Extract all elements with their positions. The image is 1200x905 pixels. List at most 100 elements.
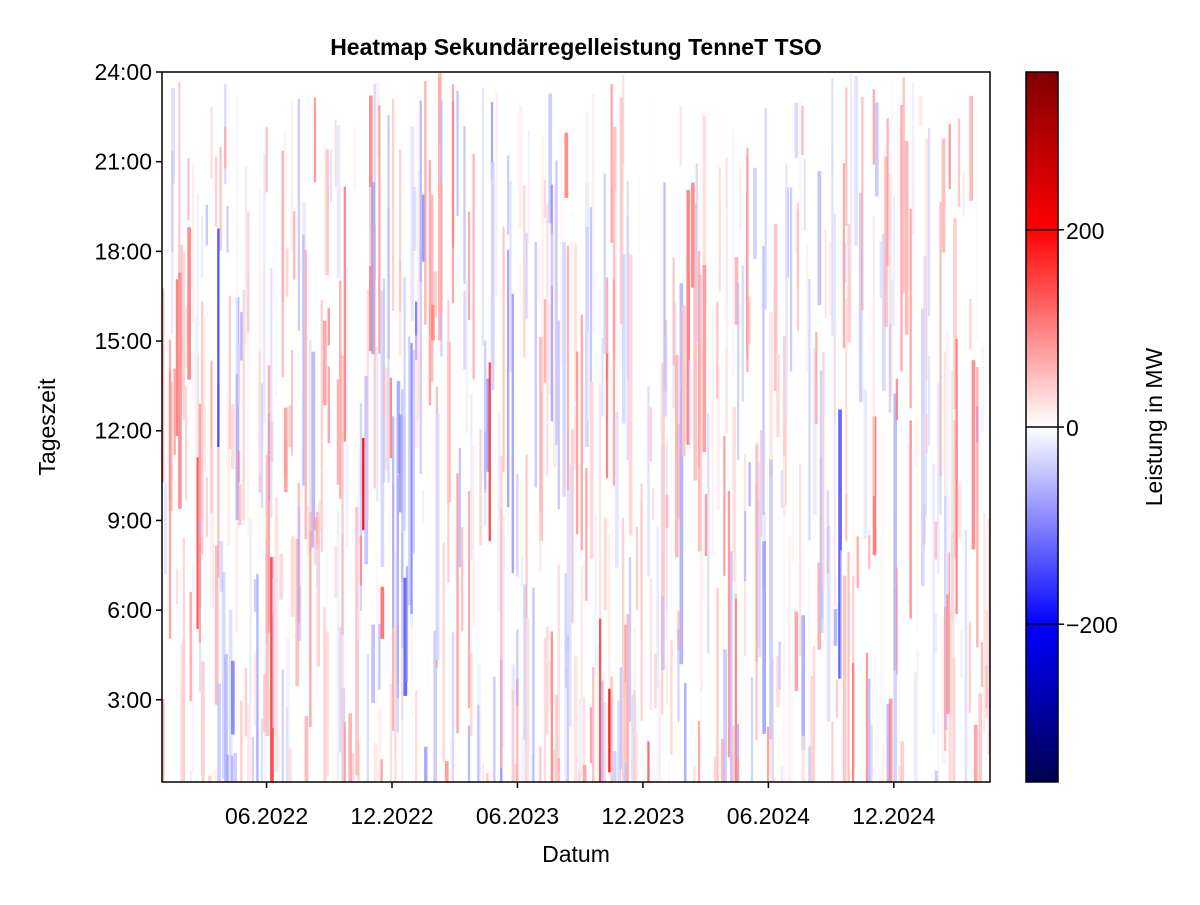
heatmap-cell bbox=[854, 75, 858, 246]
heatmap-cell bbox=[888, 173, 893, 397]
heatmap-cell bbox=[658, 680, 662, 782]
heatmap-cell bbox=[824, 229, 827, 319]
heatmap-cell bbox=[865, 652, 869, 782]
heatmap-cell bbox=[973, 724, 978, 782]
heatmap-cell bbox=[189, 591, 192, 702]
heatmap-cell bbox=[201, 215, 204, 278]
heatmap-cell bbox=[592, 667, 595, 782]
heatmap-cell bbox=[571, 429, 574, 624]
heatmap-cell bbox=[978, 693, 983, 782]
heatmap-cell bbox=[849, 74, 852, 273]
heatmap-cell bbox=[964, 529, 967, 782]
heatmap-cell bbox=[776, 354, 780, 438]
heatmap-cell bbox=[762, 541, 766, 734]
heatmap-cell bbox=[608, 688, 611, 773]
heatmap-cell bbox=[270, 557, 274, 782]
heatmap-cell bbox=[509, 180, 512, 372]
heatmap-cell bbox=[870, 724, 873, 782]
y-tick-label: 3:00 bbox=[107, 687, 152, 713]
heatmap-cell bbox=[178, 272, 182, 509]
heatmap-cell bbox=[419, 246, 422, 474]
heatmap-cell bbox=[536, 246, 541, 306]
heatmap-cell bbox=[231, 755, 234, 782]
heatmap-cell bbox=[495, 91, 498, 297]
heatmap-cell bbox=[219, 147, 222, 251]
heatmap-cell bbox=[776, 656, 780, 708]
heatmap-cell bbox=[748, 296, 751, 345]
heatmap-cell bbox=[783, 609, 786, 782]
heatmap-cell bbox=[212, 768, 215, 782]
heatmap-cell bbox=[224, 126, 227, 169]
heatmap-cell bbox=[573, 656, 578, 782]
heatmap-cell bbox=[656, 526, 659, 782]
heatmap-cells bbox=[162, 73, 990, 782]
heatmap-cell bbox=[164, 483, 167, 575]
heatmap-cell bbox=[985, 609, 990, 718]
heatmap-cell bbox=[472, 154, 475, 380]
heatmap-cell bbox=[341, 533, 344, 782]
heatmap-cell bbox=[661, 551, 664, 715]
heatmap-cell bbox=[622, 517, 625, 782]
heatmap-cell bbox=[454, 745, 458, 782]
heatmap-cell bbox=[210, 106, 213, 179]
heatmap-cell bbox=[283, 407, 288, 493]
heatmap-cell bbox=[601, 680, 604, 782]
heatmap-cell bbox=[934, 521, 938, 560]
heatmap-cell bbox=[812, 348, 817, 515]
heatmap-cell bbox=[523, 584, 527, 782]
heatmap-cell bbox=[191, 565, 195, 774]
heatmap-cell bbox=[359, 403, 363, 611]
heatmap-cell bbox=[914, 672, 918, 782]
heatmap-cell bbox=[481, 763, 484, 782]
heatmap-cell bbox=[300, 448, 304, 586]
heatmap-cell bbox=[290, 102, 294, 252]
heatmap-cell bbox=[773, 778, 777, 782]
y-axis: 3:00 6:00 9:00 12:00 15:00 18:00 21:00 24:00 bbox=[94, 59, 162, 713]
heatmap-cell bbox=[304, 715, 309, 782]
heatmap-cell bbox=[923, 504, 926, 540]
heatmap-cell bbox=[886, 118, 889, 266]
heatmap-cell bbox=[224, 654, 228, 782]
heatmap-cell bbox=[502, 515, 505, 746]
heatmap-cell bbox=[309, 340, 312, 532]
heatmap-cell bbox=[842, 575, 847, 782]
heatmap-cell bbox=[679, 283, 684, 551]
heatmap-cell bbox=[539, 512, 542, 572]
heatmap-cell bbox=[608, 533, 611, 684]
heatmap-cell bbox=[185, 658, 188, 782]
heatmap-cell bbox=[962, 172, 965, 216]
heatmap-cell bbox=[486, 378, 490, 472]
heatmap-cell bbox=[711, 496, 714, 756]
heatmap-cell bbox=[346, 268, 349, 550]
heatmap-cell bbox=[484, 432, 487, 489]
heatmap-cell bbox=[937, 382, 940, 574]
heatmap-cell bbox=[463, 126, 466, 284]
heatmap-cell bbox=[769, 312, 773, 476]
heatmap-cell bbox=[610, 676, 613, 782]
y-axis-title: Tageszeit bbox=[34, 378, 60, 476]
heatmap-cell bbox=[801, 615, 806, 751]
heatmap-cell bbox=[543, 179, 547, 219]
heatmap-cell bbox=[603, 702, 606, 782]
heatmap-cell bbox=[548, 304, 551, 395]
heatmap-cell bbox=[769, 459, 773, 740]
heatmap-cell bbox=[817, 562, 822, 650]
heatmap-cell bbox=[523, 740, 526, 782]
heatmap-cell bbox=[971, 360, 976, 550]
heatmap-cell bbox=[442, 542, 445, 763]
heatmap-cell bbox=[543, 299, 547, 383]
heatmap-cell bbox=[677, 423, 681, 520]
heatmap-cell bbox=[737, 723, 740, 782]
heatmap-cell bbox=[334, 546, 339, 599]
heatmap-cell bbox=[217, 228, 220, 447]
heatmap-cell bbox=[507, 155, 510, 235]
heatmap-cell bbox=[684, 682, 687, 782]
heatmap-cell bbox=[638, 175, 641, 400]
colorbar-tick-label: −200 bbox=[1066, 612, 1118, 638]
x-tick-label: 06.2022 bbox=[225, 803, 308, 829]
heatmap-cell bbox=[925, 138, 928, 381]
heatmap-cell bbox=[458, 447, 461, 568]
heatmap-cell bbox=[771, 112, 774, 156]
heatmap-cell bbox=[741, 265, 744, 402]
